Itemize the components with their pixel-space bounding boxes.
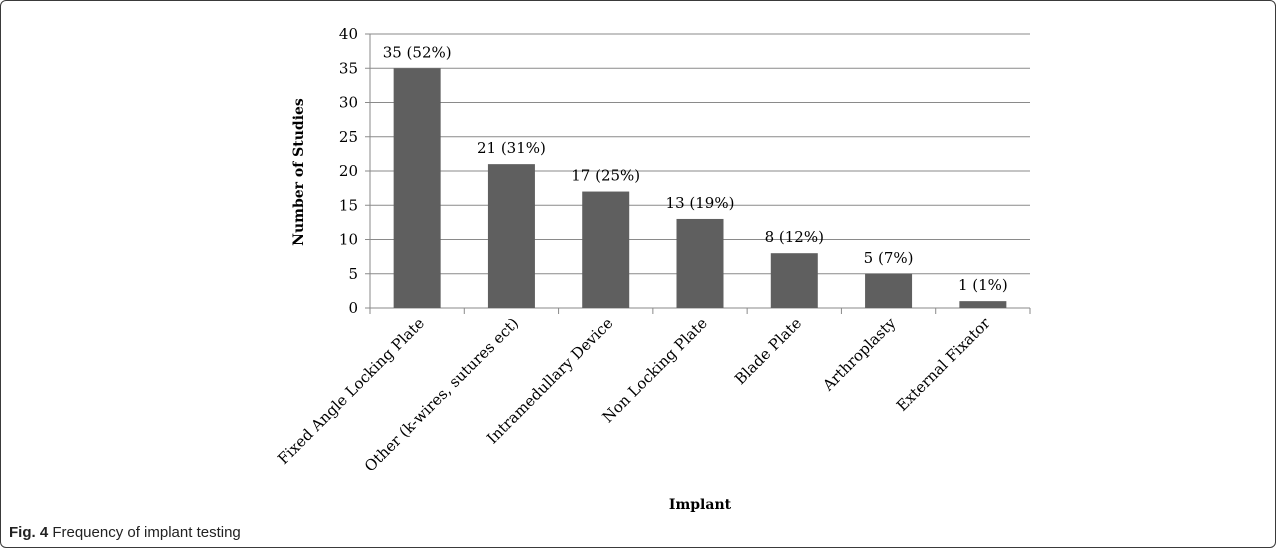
y-tick-label: 10 [339,231,358,249]
x-tick-label: Arthroplasty [818,314,899,395]
y-tick-label: 15 [339,196,358,214]
data-label: 17 (25%) [571,167,640,185]
x-tick-label: Fixed Angle Locking Plate [274,314,428,468]
x-tick-label: External Fixator [893,314,994,415]
y-axis: 0 5 10 15 20 25 30 35 40 [339,25,371,317]
data-label: 35 (52%) [383,43,452,61]
bar [393,68,441,308]
bar [582,191,630,308]
data-label: 21 (31%) [477,139,546,157]
gridlines [370,33,1030,275]
data-label: 1 (1%) [958,276,1008,294]
x-axis-title: Implant [669,497,732,513]
figure-label: Fig. 4 [9,524,49,541]
bar [770,253,818,308]
y-tick-label: 40 [339,25,358,43]
y-tick-label: 30 [339,94,358,112]
x-tick-label: Other (k-wires, sutures ect) [361,314,522,475]
y-tick-label: 35 [339,59,358,77]
data-label: 5 (7%) [864,249,914,267]
bar [676,218,724,308]
bar-chart: 0 5 10 15 20 25 30 35 40 35 (52%) 21 (31%) 17 (25%… [274,25,1031,513]
caption-text: Frequency of implant testing [48,524,241,541]
bars [393,68,1007,308]
data-label: 8 (12%) [765,228,824,246]
y-axis-title: Number of Studies [291,98,307,246]
bar [865,273,913,308]
y-tick-label: 20 [339,162,358,180]
bar [487,164,535,308]
data-labels: 35 (52%) 21 (31%) 17 (25%) 13 (19%) 8 (12%) 5… [383,43,1008,294]
y-tick-label: 0 [348,299,358,317]
bar [959,301,1007,308]
y-tick-label: 5 [348,265,358,283]
x-tick-label: Blade Plate [731,314,805,388]
x-tick-label: Non Locking Plate [599,314,711,426]
x-axis [369,307,1031,314]
data-label: 13 (19%) [666,194,735,212]
y-tick-label: 25 [339,128,358,146]
figure-caption: Fig. 4 Frequency of implant testing [9,524,241,541]
